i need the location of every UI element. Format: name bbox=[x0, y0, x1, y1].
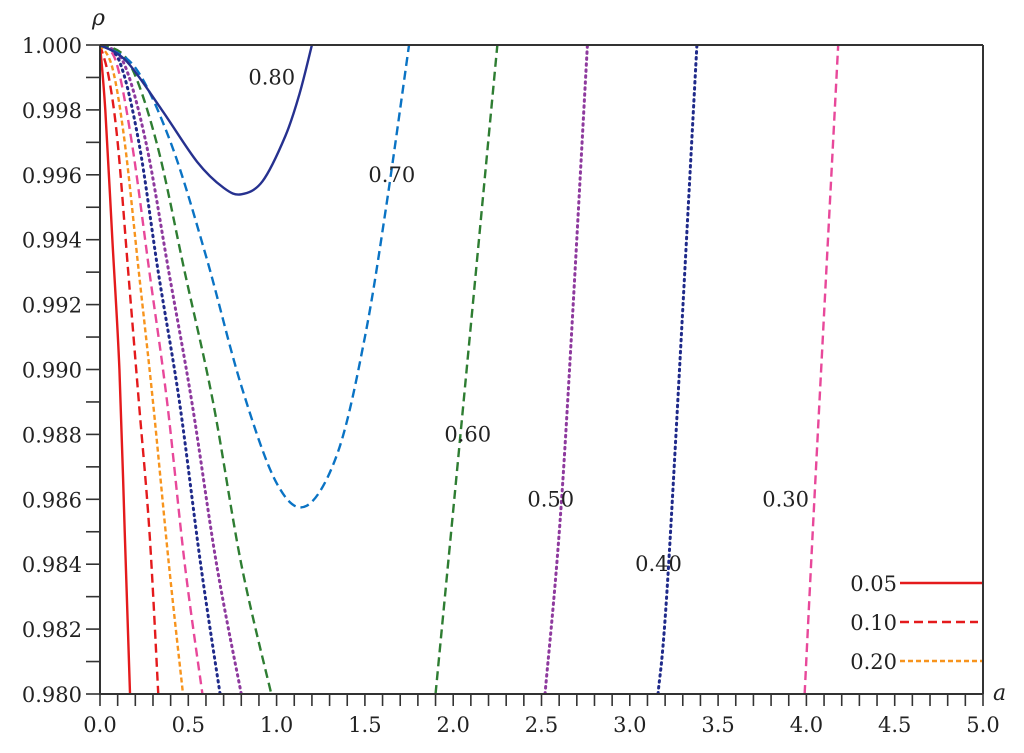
curve-label: 0.50 bbox=[527, 487, 574, 511]
curve-0-50 bbox=[100, 45, 243, 694]
x-tick-label: 1.5 bbox=[348, 713, 381, 737]
legend-label: 0.05 bbox=[850, 572, 897, 596]
y-tick-label: 0.990 bbox=[22, 359, 82, 383]
curve-labels-group: 0.80 0.70 0.60 0.50 0.40 0.30 bbox=[248, 65, 809, 576]
curve-0-30-right-branch bbox=[803, 45, 840, 694]
curve-label: 0.80 bbox=[248, 65, 295, 89]
y-tick-label: 0.984 bbox=[22, 553, 82, 577]
curve-label: 0.40 bbox=[635, 552, 682, 576]
x-tick-label: 0.5 bbox=[172, 713, 205, 737]
y-tick-label: 1.000 bbox=[22, 34, 82, 58]
x-tick-label: 2.5 bbox=[525, 713, 558, 737]
curve-0-80 bbox=[100, 45, 314, 196]
curve-label: 0.60 bbox=[444, 422, 491, 446]
y-tick-label: 0.980 bbox=[22, 683, 82, 707]
legend-label: 0.20 bbox=[850, 650, 897, 674]
x-tick-label: 4.5 bbox=[878, 713, 911, 737]
curve-0-60-right-branch bbox=[434, 45, 499, 694]
x-tick-label: 2.0 bbox=[436, 713, 469, 737]
curve-0-70 bbox=[100, 45, 411, 509]
curve-0-40 bbox=[100, 45, 222, 694]
y-tick-label: 0.994 bbox=[22, 229, 82, 253]
x-tick-label: 1.0 bbox=[260, 713, 293, 737]
legend-label: 0.10 bbox=[850, 611, 897, 635]
y-tick-label: 0.988 bbox=[22, 423, 82, 447]
curves-group bbox=[100, 45, 840, 694]
curve-0-20 bbox=[100, 45, 185, 694]
y-tick-label: 0.986 bbox=[22, 488, 82, 512]
y-tick-label: 0.992 bbox=[22, 294, 82, 318]
x-axis-label: a bbox=[993, 681, 1006, 706]
curve-label: 0.30 bbox=[762, 487, 809, 511]
y-tick-label: 0.982 bbox=[22, 618, 82, 642]
curve-0-10 bbox=[100, 45, 160, 694]
y-tick-label: 0.998 bbox=[22, 99, 82, 123]
curve-0-50-right-branch bbox=[543, 45, 589, 694]
x-tick-label: 0.0 bbox=[83, 713, 116, 737]
curve-label: 0.70 bbox=[368, 163, 415, 187]
y-tick-label: 0.996 bbox=[22, 164, 82, 188]
x-tick-label: 3.0 bbox=[613, 713, 646, 737]
curve-0-30 bbox=[100, 45, 204, 694]
curve-0-60 bbox=[100, 45, 273, 694]
curve-0-05 bbox=[100, 45, 132, 694]
legend: 0.05 0.10 0.20 bbox=[850, 572, 982, 674]
x-tick-label: 5.0 bbox=[966, 713, 999, 737]
axes-group: 0.0 0.5 1.0 1.5 2.0 2.5 3.0 3.5 4.0 4.5 5.0 0.980 0.… bbox=[22, 6, 1006, 737]
curve-0-40-right-branch bbox=[656, 45, 699, 694]
x-tick-label: 4.0 bbox=[790, 713, 823, 737]
y-axis-label: ρ bbox=[91, 6, 105, 31]
x-tick-label: 3.5 bbox=[701, 713, 734, 737]
